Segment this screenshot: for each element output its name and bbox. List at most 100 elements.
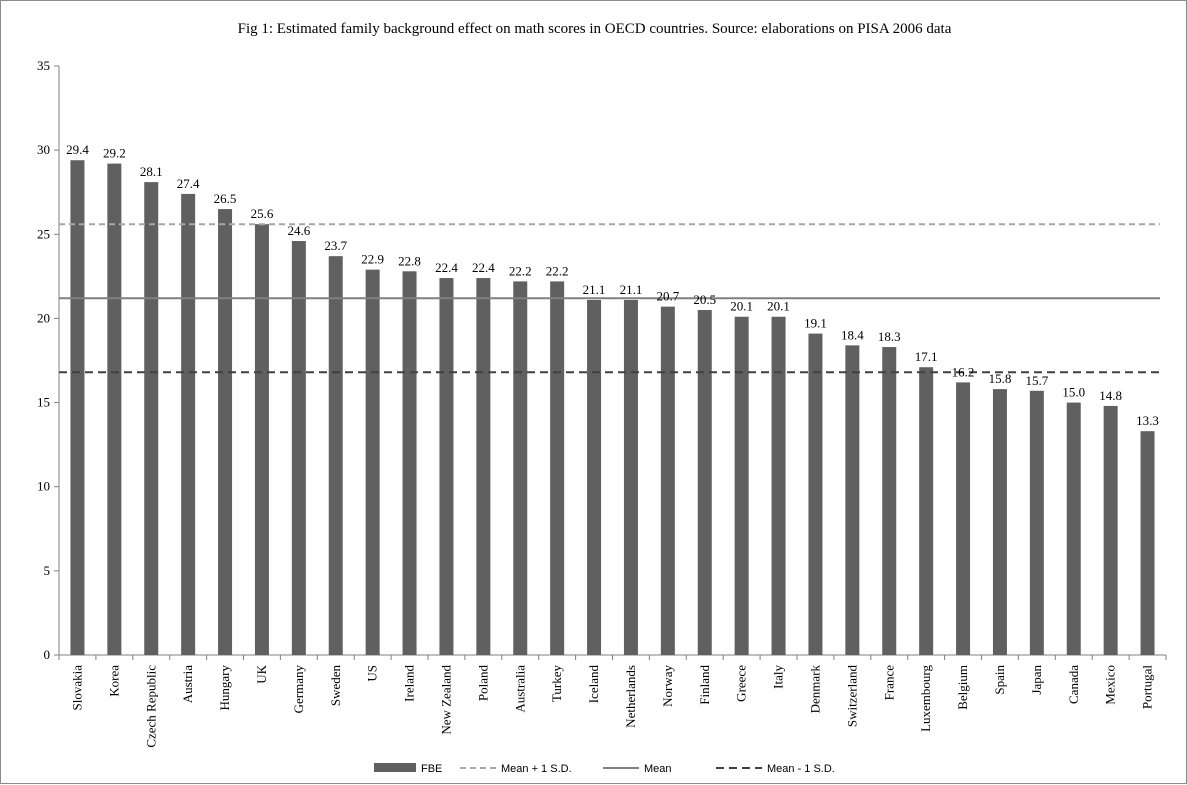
x-tick-label: Austria bbox=[180, 665, 195, 704]
bar bbox=[1103, 405, 1118, 655]
x-tick-label: Greece bbox=[734, 665, 749, 702]
data-label: 20.7 bbox=[656, 289, 679, 304]
data-label: 22.2 bbox=[546, 263, 569, 278]
bar bbox=[254, 224, 269, 655]
bar bbox=[107, 163, 122, 655]
bar bbox=[181, 193, 196, 655]
x-tick-label: Turkey bbox=[549, 665, 564, 703]
bar bbox=[919, 367, 934, 655]
bar bbox=[291, 241, 306, 655]
bar bbox=[218, 209, 233, 656]
y-tick-label: 5 bbox=[44, 563, 51, 578]
bar bbox=[144, 182, 159, 656]
x-tick-label: Portugal bbox=[1140, 665, 1155, 709]
y-tick-label: 0 bbox=[44, 647, 51, 662]
x-tick-label: New Zealand bbox=[438, 665, 453, 735]
x-tick-label: Spain bbox=[992, 665, 1007, 695]
x-tick-label: Germany bbox=[291, 665, 306, 714]
bar bbox=[328, 256, 343, 655]
data-label: 21.1 bbox=[620, 282, 643, 297]
bar bbox=[439, 278, 454, 655]
chart-title: Fig 1: Estimated family background effec… bbox=[237, 21, 952, 37]
data-label: 29.4 bbox=[66, 142, 89, 157]
x-tick-label: UK bbox=[254, 664, 269, 683]
x-tick-label: Norway bbox=[660, 665, 675, 707]
x-tick-label: Luxembourg bbox=[918, 665, 933, 732]
legend-label: Mean bbox=[644, 763, 672, 775]
data-label: 24.6 bbox=[287, 223, 310, 238]
data-label: 15.7 bbox=[1025, 373, 1048, 388]
x-tick-label: Australia bbox=[512, 665, 527, 713]
data-label: 14.8 bbox=[1099, 388, 1122, 403]
x-tick-label: Czech Republic bbox=[143, 665, 158, 748]
legend-swatch-fbe bbox=[374, 763, 416, 772]
data-label: 28.1 bbox=[140, 164, 163, 179]
data-label: 20.5 bbox=[693, 292, 716, 307]
x-tick-label: Korea bbox=[106, 665, 121, 697]
data-label: 22.8 bbox=[398, 253, 421, 268]
data-label: 16.2 bbox=[952, 364, 975, 379]
y-tick-label: 35 bbox=[37, 58, 50, 73]
data-label: 22.9 bbox=[361, 252, 384, 267]
x-tick-label: Slovakia bbox=[69, 665, 84, 711]
y-tick-label: 10 bbox=[37, 479, 50, 494]
data-label: 18.3 bbox=[878, 329, 901, 344]
x-tick-label: Japan bbox=[1029, 665, 1044, 695]
x-tick-label: Denmark bbox=[807, 665, 822, 714]
y-tick-label: 20 bbox=[37, 310, 50, 325]
x-tick-label: Finland bbox=[697, 665, 712, 705]
bar bbox=[587, 299, 602, 655]
x-tick-label: France bbox=[881, 665, 896, 701]
bar bbox=[882, 347, 897, 655]
bar bbox=[845, 345, 860, 655]
x-tick-label: Netherlands bbox=[623, 665, 638, 728]
bar bbox=[550, 281, 565, 655]
x-tick-label: Switzerland bbox=[844, 665, 859, 728]
bar bbox=[808, 333, 823, 655]
data-label: 20.1 bbox=[767, 299, 790, 314]
legend-label: Mean + 1 S.D. bbox=[501, 763, 572, 775]
data-label: 20.1 bbox=[730, 299, 753, 314]
data-label: 22.4 bbox=[472, 260, 495, 275]
bar bbox=[1066, 402, 1081, 655]
data-label: 15.8 bbox=[989, 371, 1012, 386]
data-label: 22.4 bbox=[435, 260, 458, 275]
data-label: 27.4 bbox=[177, 176, 200, 191]
bar bbox=[734, 316, 749, 655]
data-label: 13.3 bbox=[1136, 413, 1159, 428]
y-tick-label: 25 bbox=[37, 226, 50, 241]
data-label: 19.1 bbox=[804, 316, 827, 331]
bar bbox=[365, 269, 380, 655]
x-tick-label: Italy bbox=[771, 665, 786, 689]
data-label: 25.6 bbox=[251, 206, 274, 221]
bar bbox=[402, 271, 417, 655]
bar bbox=[956, 382, 971, 655]
data-label: 17.1 bbox=[915, 349, 938, 364]
bar bbox=[697, 310, 712, 655]
bar bbox=[1140, 431, 1155, 655]
y-tick-label: 15 bbox=[37, 395, 50, 410]
x-tick-label: Sweden bbox=[328, 665, 343, 707]
x-tick-label: US bbox=[365, 665, 380, 682]
x-tick-label: Hungary bbox=[217, 665, 232, 711]
data-label: 15.0 bbox=[1062, 385, 1085, 400]
legend-label-fbe: FBE bbox=[421, 763, 442, 775]
data-label: 18.4 bbox=[841, 327, 864, 342]
data-label: 29.2 bbox=[103, 146, 126, 161]
data-label: 21.1 bbox=[583, 282, 606, 297]
data-label: 26.5 bbox=[214, 191, 237, 206]
bar bbox=[623, 299, 638, 655]
bar bbox=[992, 389, 1007, 655]
bar bbox=[476, 278, 491, 655]
x-tick-label: Canada bbox=[1066, 665, 1081, 704]
y-tick-label: 30 bbox=[37, 142, 50, 157]
bar bbox=[70, 160, 85, 656]
x-tick-label: Mexico bbox=[1103, 665, 1118, 705]
data-label: 23.7 bbox=[324, 238, 347, 253]
bar bbox=[771, 316, 786, 655]
bar bbox=[1029, 390, 1044, 655]
legend-label: Mean - 1 S.D. bbox=[767, 763, 835, 775]
bar bbox=[513, 281, 528, 655]
x-tick-label: Ireland bbox=[402, 665, 417, 702]
